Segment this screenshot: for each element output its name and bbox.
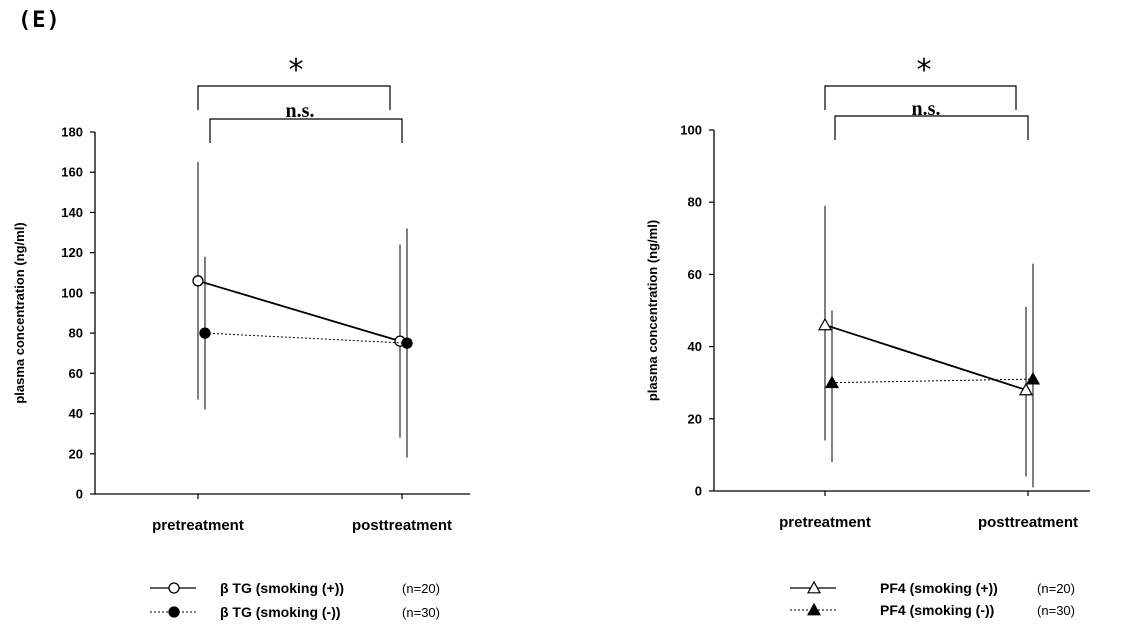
legend-entry: PF4 (smoking (-)) bbox=[880, 602, 994, 618]
legend-entry: β TG (smoking (+)) bbox=[220, 580, 344, 596]
data-point bbox=[200, 328, 210, 338]
data-point bbox=[193, 276, 203, 286]
y-tick-label: 0 bbox=[76, 487, 83, 502]
x-category-label: pretreatment bbox=[779, 514, 871, 531]
data-point bbox=[402, 338, 412, 348]
y-tick-label: 60 bbox=[688, 267, 702, 282]
significance-ns: n.s. bbox=[912, 98, 941, 120]
legend-n: (n=30) bbox=[402, 605, 440, 620]
y-tick-label: 100 bbox=[680, 123, 702, 138]
legend-entry: β TG (smoking (-)) bbox=[220, 604, 341, 620]
y-tick-label: 80 bbox=[69, 326, 83, 341]
series-line bbox=[825, 325, 1026, 390]
data-point bbox=[1027, 373, 1039, 384]
y-tick-label: 120 bbox=[61, 245, 83, 260]
data-point bbox=[819, 319, 831, 330]
data-point bbox=[826, 377, 838, 388]
significance-star: * bbox=[289, 53, 304, 88]
legend-marker bbox=[169, 607, 179, 617]
x-category-label: posttreatment bbox=[352, 517, 452, 534]
x-category-label: posttreatment bbox=[978, 514, 1078, 531]
y-tick-label: 40 bbox=[69, 406, 83, 421]
y-tick-label: 20 bbox=[688, 411, 702, 426]
significance-star: * bbox=[917, 53, 932, 88]
chart-2: 0 20 40 60 80 100 pretreatment posttreatment pla… bbox=[645, 53, 1090, 618]
y-tick-label: 20 bbox=[69, 446, 83, 461]
y-tick-label: 80 bbox=[688, 195, 702, 210]
y-axis-label: plasma concentration (ng/ml) bbox=[12, 222, 27, 403]
legend-n: (n=20) bbox=[402, 581, 440, 596]
x-category-label: pretreatment bbox=[152, 517, 244, 534]
significance-bracket-inner bbox=[210, 119, 402, 143]
y-tick-label: 60 bbox=[69, 366, 83, 381]
legend-marker bbox=[808, 604, 820, 615]
legend-n: (n=20) bbox=[1037, 581, 1075, 596]
chart-1: 0 20 40 60 80 100 120 140 160 180 pretreatment post… bbox=[12, 53, 470, 620]
y-axis-label: plasma concentration (ng/ml) bbox=[645, 220, 660, 401]
y-tick-label: 160 bbox=[61, 165, 83, 180]
y-tick-label: 0 bbox=[695, 484, 702, 499]
legend-entry: PF4 (smoking (+)) bbox=[880, 580, 998, 596]
legend-n: (n=30) bbox=[1037, 603, 1075, 618]
y-tick-label: 140 bbox=[61, 205, 83, 220]
legend-marker bbox=[169, 583, 179, 593]
y-tick-label: 40 bbox=[688, 339, 702, 354]
significance-ns: n.s. bbox=[286, 100, 315, 122]
y-tick-label: 180 bbox=[61, 125, 83, 140]
y-tick-label: 100 bbox=[61, 285, 83, 300]
series-line bbox=[198, 281, 400, 341]
